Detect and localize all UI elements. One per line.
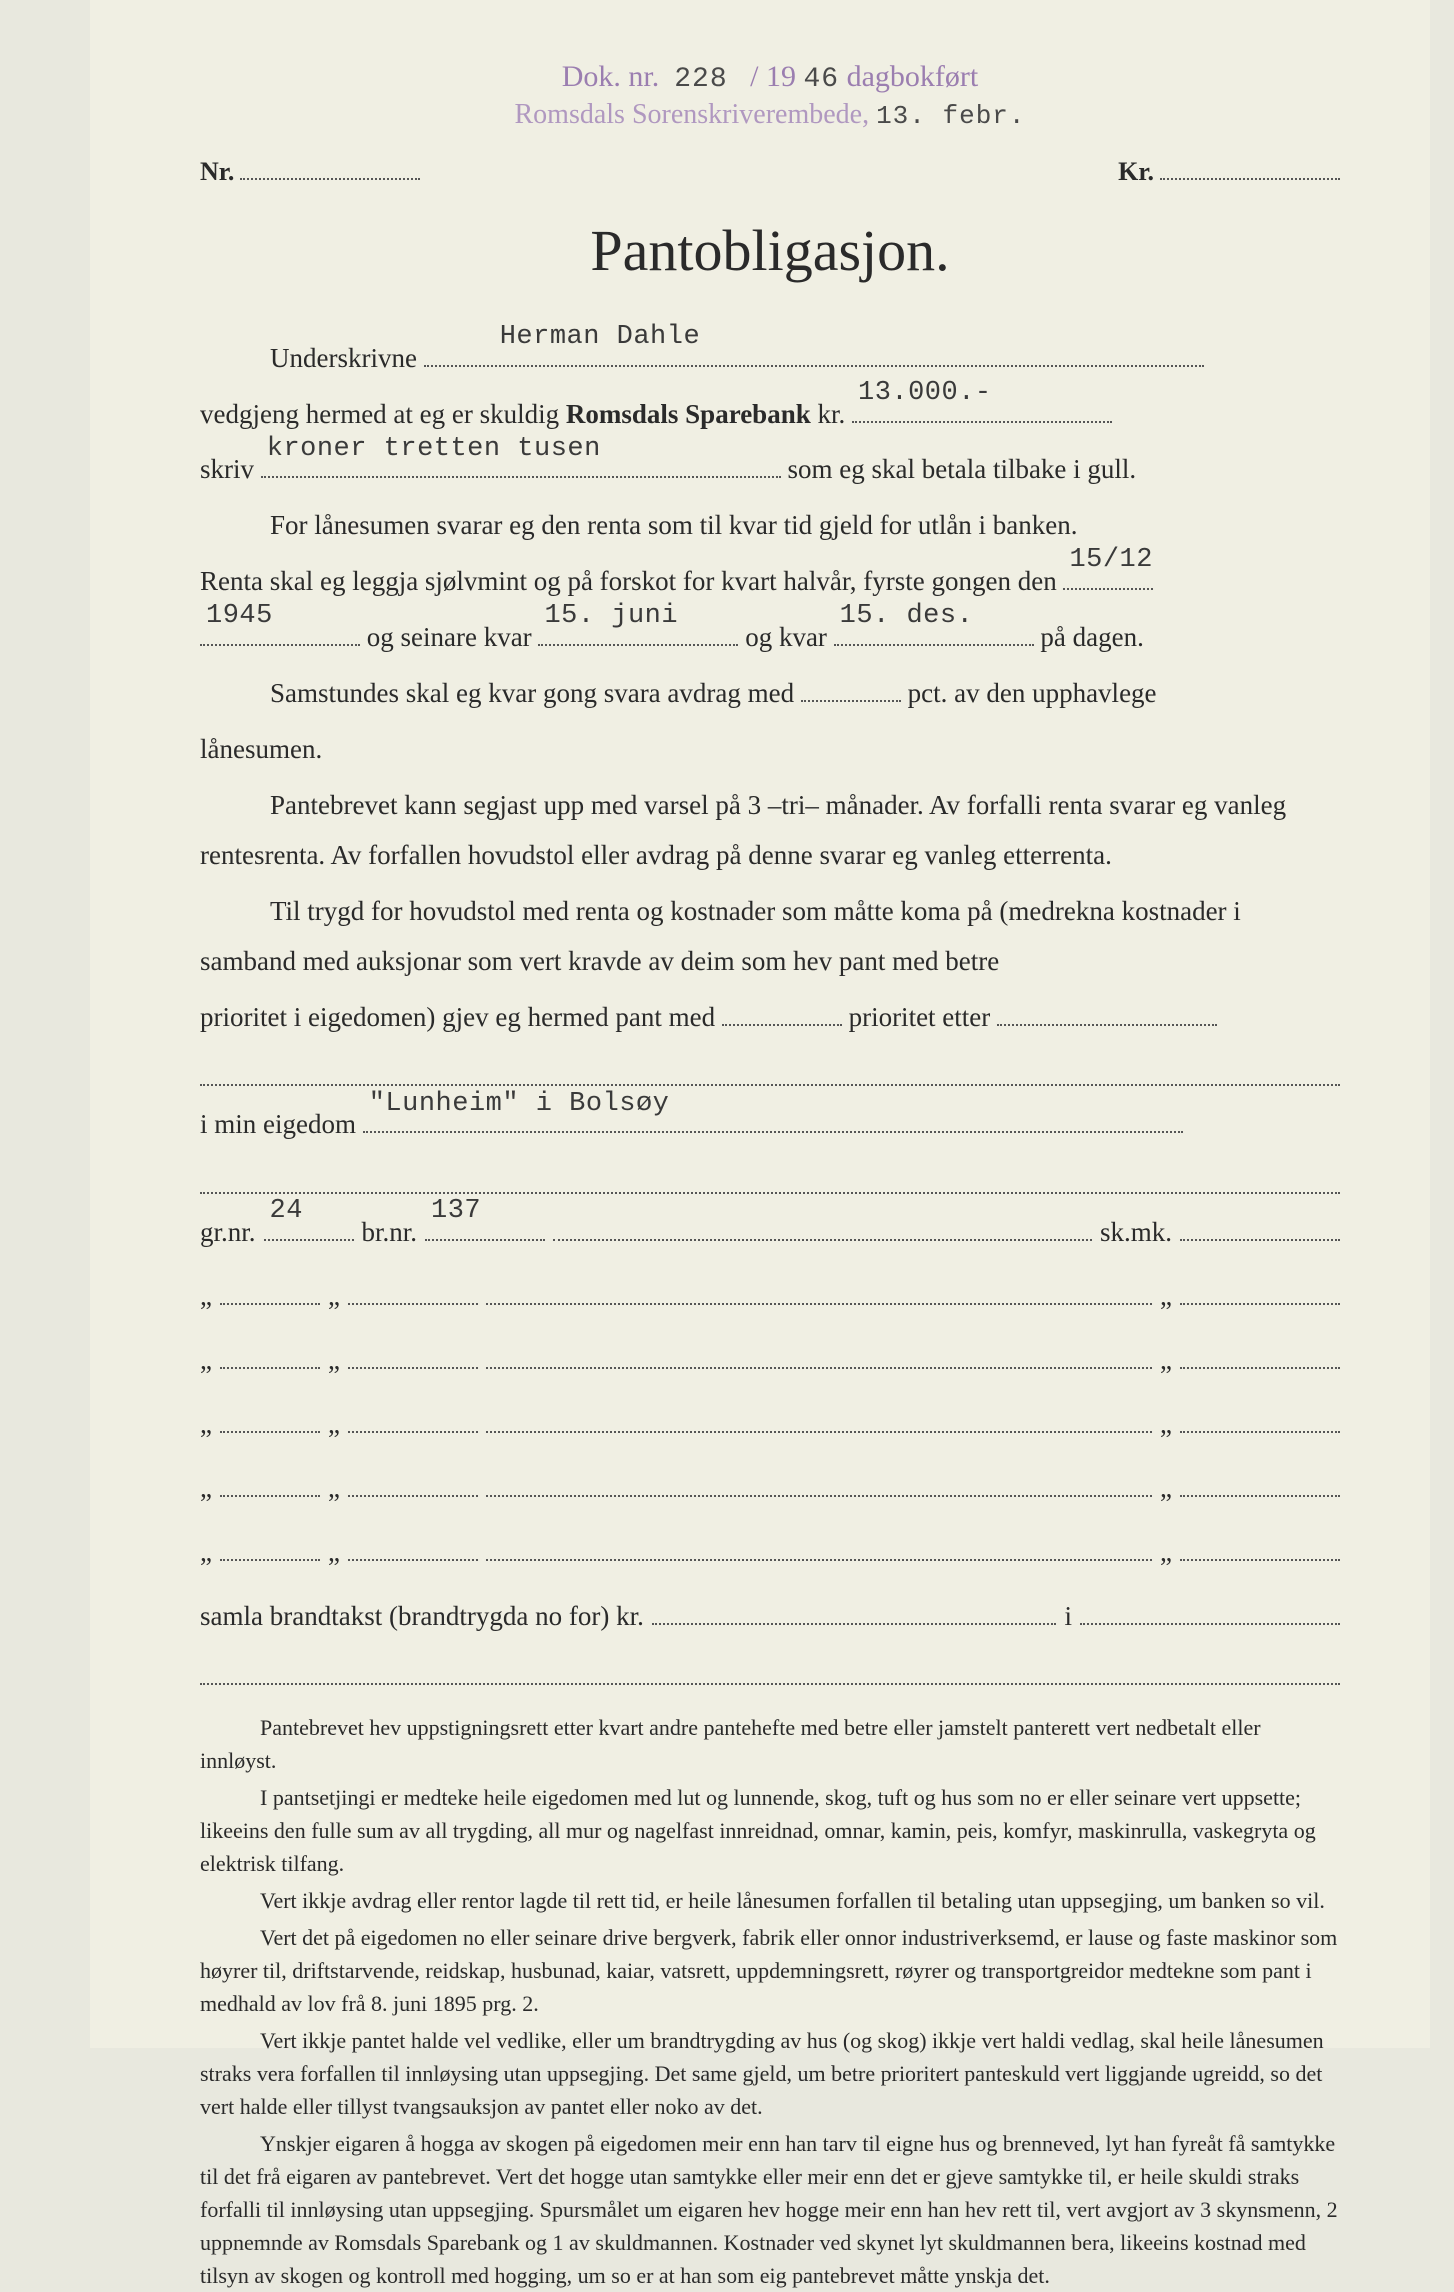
date-1: 15. juni xyxy=(544,592,678,642)
registry-stamp-line2: Romsdals Sorenskriverembede, 13. febr. xyxy=(200,99,1340,131)
fine-p1: Pantebrevet hev uppstigningsrett etter k… xyxy=(200,1711,1340,1777)
ditto-mark: „ xyxy=(1160,1528,1172,1578)
brandtakst-row: samla brandtakst (brandtrygda no for) kr… xyxy=(200,1592,1340,1642)
ditto-mark: „ xyxy=(328,1528,340,1578)
para-interest: For lånesumen svarar eg den renta som ti… xyxy=(200,501,1340,551)
ditto-mark: „ xyxy=(328,1336,340,1386)
stamp-dok-label: Dok. nr. xyxy=(562,60,660,93)
amount-num: 13.000.- xyxy=(858,369,992,419)
ditto-mark: „ xyxy=(1160,1336,1172,1386)
header-row: Nr. Kr. xyxy=(200,151,1340,187)
fine-print: Pantebrevet hev uppstigningsrett etter k… xyxy=(200,1711,1340,2292)
document-page: Dok. nr. 228 / 19 46 dagbokført Romsdals… xyxy=(90,0,1430,2048)
skriv-lbl: skriv xyxy=(200,454,254,484)
fine-p6: Ynskjer eigaren å hogga av skogen på eig… xyxy=(200,2127,1340,2292)
stamp-date: 13. febr. xyxy=(876,101,1025,131)
gold-clause: som eg skal betala tilbake i gull. xyxy=(788,454,1137,484)
installment-line2: lånesumen. xyxy=(200,725,1340,775)
header-kr: Kr. xyxy=(1118,151,1340,187)
ditto-row: „ „ „ xyxy=(200,1464,1340,1514)
fine-p3: Vert ikkje avdrag eller rentor lagde til… xyxy=(200,1884,1340,1917)
fine-p5: Vert ikkje pantet halde vel vedlike, ell… xyxy=(200,2024,1340,2123)
brnr: 137 xyxy=(431,1187,481,1237)
signer-line: Underskrivne Herman Dahle xyxy=(200,334,1340,384)
stamp-office: Romsdals Sorenskriverembede, xyxy=(514,99,869,130)
signer-name: Herman Dahle xyxy=(430,313,700,363)
ditto-mark: „ xyxy=(1160,1272,1172,1322)
blank-line xyxy=(200,1656,1340,1686)
property-name: "Lunheim" i Bolsøy xyxy=(369,1080,670,1130)
kr-label: Kr. xyxy=(1118,157,1154,187)
sec-b: prioritet i eigedomen) gjev eg hermed pa… xyxy=(200,1002,715,1032)
prop-a: i min eigedom xyxy=(200,1109,356,1139)
inst-a: Samstundes skal eg kvar gong svara avdra… xyxy=(270,678,794,708)
fine-p4: Vert det på eigedomen no eller seinare d… xyxy=(200,1921,1340,2020)
para-security-b: prioritet i eigedomen) gjev eg hermed pa… xyxy=(200,993,1340,1043)
fine-p2: I pantsetjingi er medteke heile eigedome… xyxy=(200,1781,1340,1880)
nr-label: Nr. xyxy=(200,157,234,187)
header-nr: Nr. xyxy=(200,151,420,187)
blank-line xyxy=(200,1164,1340,1194)
signer-lead: Underskrivne xyxy=(270,343,417,373)
ogkvar: og kvar xyxy=(745,622,827,652)
stamp-sep: / 19 xyxy=(750,60,796,93)
seinare-a: og seinare kvar xyxy=(367,622,532,652)
ditto-row: „ „ „ xyxy=(200,1400,1340,1450)
amount-words: kroner tretten tusen xyxy=(267,425,601,475)
ditto-mark: „ xyxy=(200,1272,212,1322)
grnr-lbl: gr.nr. xyxy=(200,1208,256,1258)
first-year: 1945 xyxy=(206,592,273,642)
ditto-mark: „ xyxy=(200,1528,212,1578)
document-title: Pantobligasjon. xyxy=(200,217,1340,284)
para-termination: Pantebrevet kann segjast upp med varsel … xyxy=(200,781,1340,881)
kr-lbl: kr. xyxy=(817,399,845,429)
installment-line: Samstundes skal eg kvar gong svara avdra… xyxy=(200,669,1340,719)
brand-b: i xyxy=(1064,1592,1072,1642)
ditto-mark: „ xyxy=(1160,1400,1172,1450)
amount-words-line: skriv kroner tretten tusen som eg skal b… xyxy=(200,445,1340,495)
stamp-year: 46 xyxy=(804,64,840,95)
grnr: 24 xyxy=(270,1187,303,1237)
stamp-dok-nr: 228 xyxy=(674,64,727,95)
property-line: i min eigedom "Lunheim" i Bolsøy xyxy=(200,1100,1340,1150)
ditto-mark: „ xyxy=(200,1464,212,1514)
gr-br-row: gr.nr. 24 br.nr. 137 sk.mk. xyxy=(200,1208,1340,1258)
skmk-lbl: sk.mk. xyxy=(1100,1208,1172,1258)
padagen: på dagen. xyxy=(1040,622,1143,652)
ditto-mark: „ xyxy=(1160,1464,1172,1514)
registry-stamp-line1: Dok. nr. 228 / 19 46 dagbokført xyxy=(200,60,1340,95)
ditto-row: „ „ „ xyxy=(200,1528,1340,1578)
para-security-a: Til trygd for hovudstol med renta og kos… xyxy=(200,887,1340,987)
ditto-row: „ „ „ xyxy=(200,1272,1340,1322)
brnr-lbl: br.nr. xyxy=(362,1208,418,1258)
ditto-mark: „ xyxy=(200,1336,212,1386)
interest-dates-line1: Renta skal eg leggja sjølvmint og på for… xyxy=(200,557,1340,607)
ditto-mark: „ xyxy=(328,1464,340,1514)
interest-dates-line2: 1945 og seinare kvar 15. juni og kvar 15… xyxy=(200,613,1340,663)
ditto-row: „ „ „ xyxy=(200,1336,1340,1386)
inst-b: pct. av den upphavlege xyxy=(908,678,1157,708)
ditto-mark: „ xyxy=(328,1272,340,1322)
ditto-mark: „ xyxy=(328,1400,340,1450)
bank-name: Romsdals Sparebank xyxy=(566,399,811,429)
first-date: 15/12 xyxy=(1069,536,1153,586)
stamp-suffix: dagbokført xyxy=(847,60,979,93)
date-2: 15. des. xyxy=(840,592,974,642)
brand-a: samla brandtakst (brandtrygda no for) kr… xyxy=(200,1592,644,1642)
sec-c: prioritet etter xyxy=(849,1002,991,1032)
body-text: Underskrivne Herman Dahle vedgjeng herme… xyxy=(200,334,1340,1686)
ditto-mark: „ xyxy=(200,1400,212,1450)
